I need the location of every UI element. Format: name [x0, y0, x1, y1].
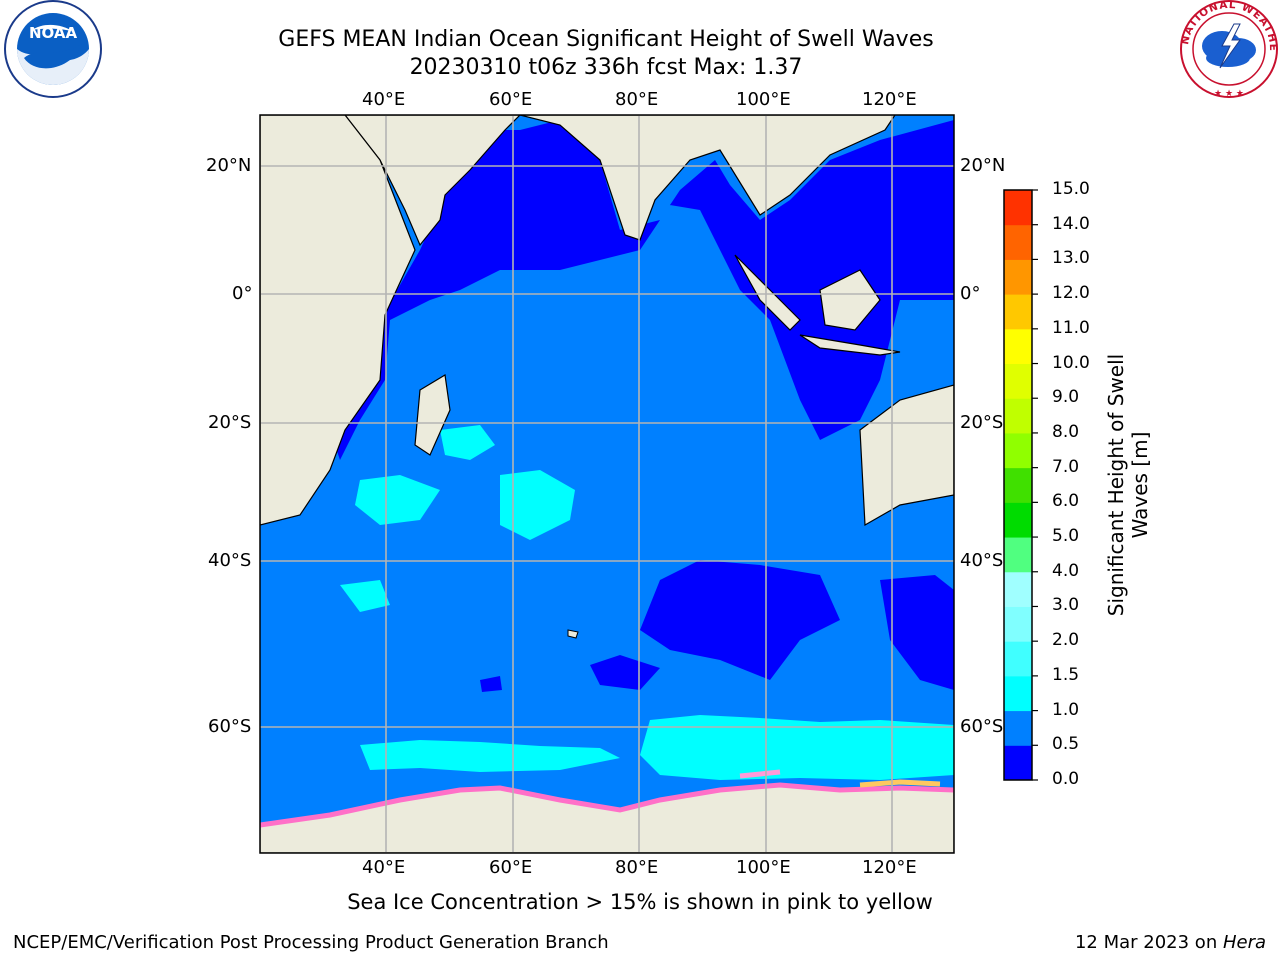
lat-label-right-20s: 20°S [960, 412, 1004, 433]
colorbar-segment [1004, 675, 1032, 712]
colorbar-segment [1004, 571, 1032, 607]
noaa-logo-text: NOAA [29, 24, 78, 42]
svg-text:★ ★ ★: ★ ★ ★ [1214, 89, 1244, 99]
colorbar-segment [1004, 641, 1032, 677]
lon-label-bottom-100e: 100°E [736, 857, 791, 878]
colorbar-tick-label: 0.0 [1052, 769, 1080, 789]
map-title: GEFS MEAN Indian Ocean Significant Heigh… [278, 27, 934, 52]
sea-ice-fringe [260, 769, 954, 828]
lon-label-bottom-60e: 60°E [489, 857, 533, 878]
colorbar-tick-label: 11.0 [1052, 317, 1090, 338]
colorbar-tick-label: 14.0 [1052, 213, 1090, 234]
colorbar-tick-label: 6.0 [1052, 491, 1080, 512]
map-frame [259, 114, 955, 854]
colorbar-tick-label: 1.0 [1052, 699, 1080, 720]
footer-date: 12 Mar 2023 on [1074, 932, 1223, 953]
lon-label-bottom-80e: 80°E [615, 857, 659, 878]
sea-ice-note: Sea Ice Concentration > 15% is shown in … [347, 890, 933, 914]
colorbar-segment [1004, 328, 1032, 365]
colorbar-tick-label: 12.0 [1052, 283, 1090, 304]
kerguelen-island [567, 629, 579, 639]
colorbar-segment [1004, 259, 1032, 295]
noaa-logo: NOAA [4, 0, 102, 98]
colorbar-segment [1004, 710, 1032, 746]
colorbar-segment [1004, 467, 1032, 503]
colorbar-tick-label: 3.0 [1052, 595, 1080, 616]
colorbar-tick-labels: 0.0 0.5 1.0 1.5 2.0 3.0 4.0 5.0 6.0 7.0 8.0 9.0 10.0… [1052, 0, 1112, 960]
lat-label-left-60s: 60°S [208, 716, 252, 737]
lon-label-top-40e: 40°E [362, 89, 406, 110]
graticule [260, 115, 954, 853]
lon-label-top-60e: 60°E [489, 89, 533, 110]
swell-low-regions [330, 120, 954, 692]
colorbar-tick-label: 9.0 [1052, 387, 1080, 408]
colorbar-tick-label: 2.0 [1052, 630, 1080, 651]
lat-label-left-20s: 20°S [208, 412, 252, 433]
swell-mid-regions [340, 425, 954, 780]
lat-label-right-20n: 20°N [960, 155, 1006, 176]
colorbar-segment [1004, 190, 1032, 226]
lon-label-top-100e: 100°E [736, 89, 791, 110]
lon-label-top-80e: 80°E [615, 89, 659, 110]
colorbar-segment [1004, 294, 1032, 330]
colorbar-segment [1004, 224, 1032, 260]
colorbar-tick-label: 15.0 [1052, 179, 1090, 199]
lat-label-right-40s: 40°S [960, 550, 1004, 571]
colorbar-segment [1004, 398, 1032, 434]
lon-label-bottom-120e: 120°E [862, 857, 917, 878]
colorbar-tick-label: 5.0 [1052, 526, 1080, 547]
colorbar-segment [1004, 745, 1032, 781]
colorbar-segment [1004, 502, 1032, 538]
lon-label-top-120e: 120°E [862, 89, 917, 110]
colorbar [1003, 189, 1038, 781]
colorbar-segment [1004, 606, 1032, 642]
lat-label-left-0: 0° [232, 283, 253, 304]
colorbar-tick-label: 7.0 [1052, 456, 1080, 477]
lat-label-left-40s: 40°S [208, 550, 252, 571]
lat-label-right-60s: 60°S [960, 716, 1004, 737]
colorbar-segment [1004, 363, 1032, 399]
nws-logo: NATIONAL WEATHER SERVICE ★ ★ ★ [1178, 0, 1278, 99]
colorbar-tick-label: 4.0 [1052, 560, 1080, 581]
colorbar-tick-label: 8.0 [1052, 421, 1080, 442]
footer-machine: Hera [1222, 932, 1266, 953]
lat-label-left-20n: 20°N [206, 155, 252, 176]
colorbar-segment [1004, 537, 1032, 573]
colorbar-tick-label: 10.0 [1052, 352, 1090, 373]
colorbar-tick-label: 1.5 [1052, 664, 1080, 685]
colorbar-tick-label: 0.5 [1052, 734, 1080, 755]
lat-label-right-0: 0° [960, 283, 981, 304]
colorbar-segment [1004, 432, 1032, 469]
colorbar-title: Significant Height of Swell Waves [m] [1104, 353, 1152, 617]
map-subtitle: 20230310 t06z 336h fcst Max: 1.37 [409, 55, 803, 80]
footer-right: 12 Mar 2023 on Hera [1075, 932, 1266, 953]
lon-label-bottom-40e: 40°E [362, 857, 406, 878]
footer-left: NCEP/EMC/Verification Post Processing Pr… [13, 932, 609, 953]
colorbar-frame [1003, 189, 1033, 781]
colorbar-tick-label: 13.0 [1052, 248, 1090, 269]
